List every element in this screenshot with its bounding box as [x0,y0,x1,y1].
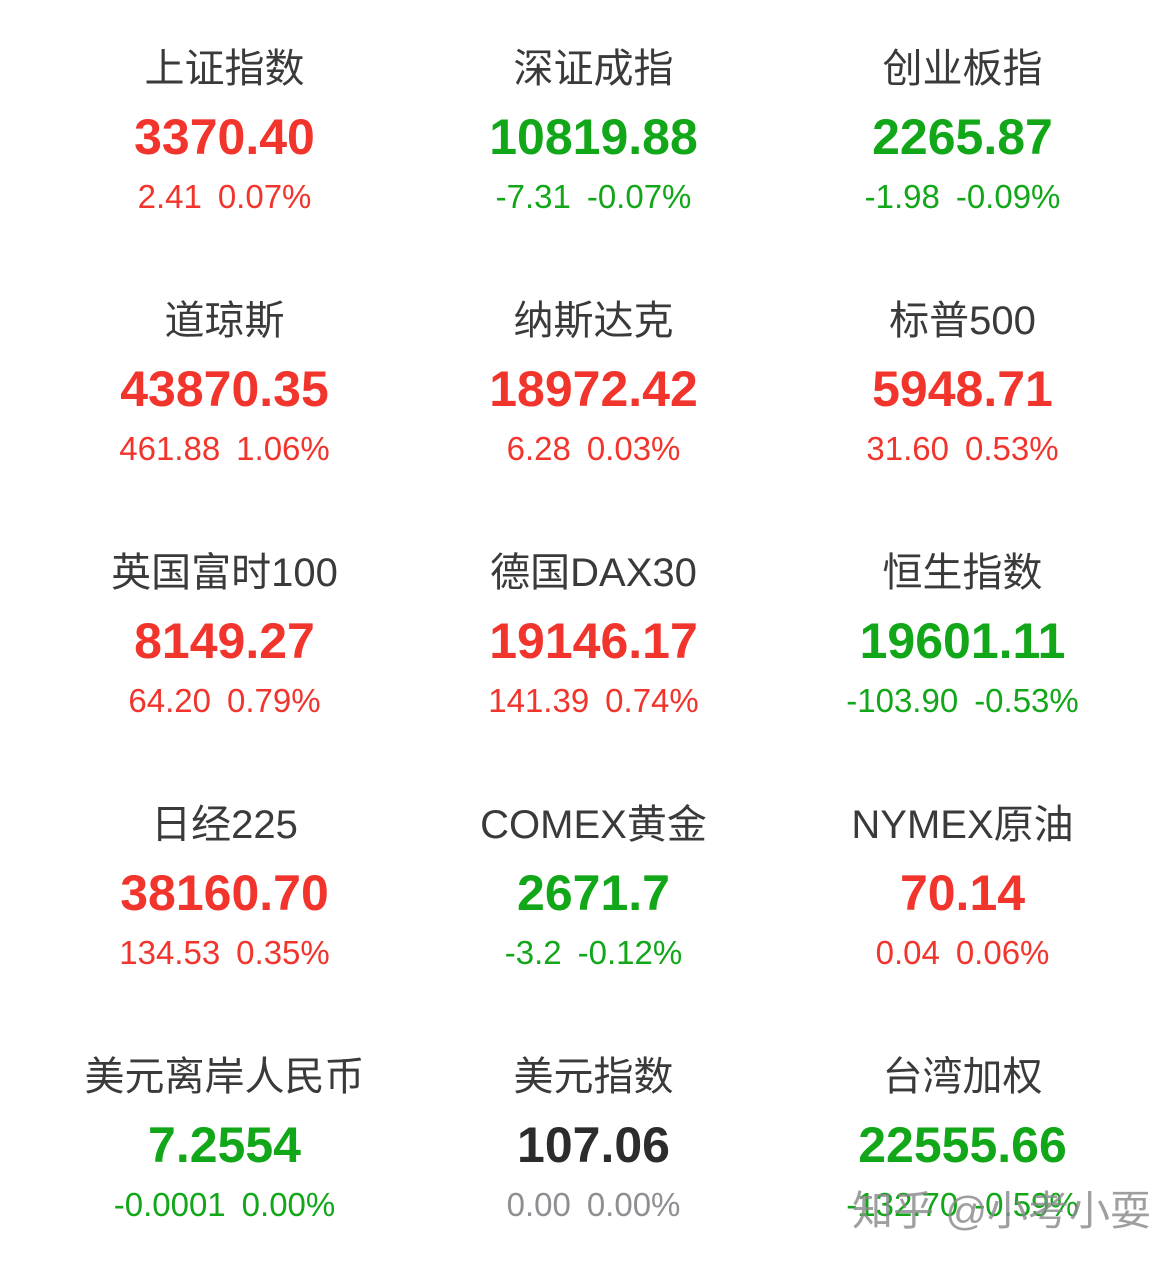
market-card-usd-cnh[interactable]: 美元离岸人民币 7.2554 -0.0001 0.00% [40,1032,409,1284]
change-amount: 6.28 [506,430,571,467]
index-name: 日经225 [151,803,298,847]
change-percent: -0.59% [974,1186,1079,1223]
change-percent: -0.53% [974,682,1079,719]
change-amount: 64.20 [128,682,211,719]
index-change-row: 31.60 0.53% [778,432,1147,465]
market-card-comex-gold[interactable]: COMEX黄金 2671.7 -3.2 -0.12% [409,780,778,1032]
change-amount: -103.90 [846,682,959,719]
change-amount: 141.39 [488,682,590,719]
index-name: 创业板指 [882,47,1043,91]
index-change-row: -3.2 -0.12% [409,936,778,969]
index-value: 8149.27 [134,613,315,669]
change-percent: -0.09% [955,178,1061,215]
index-name: 上证指数 [144,47,305,91]
change-percent: 0.07% [217,178,312,215]
market-card-taiex[interactable]: 台湾加权 22555.66 -132.70 -0.59% [778,1032,1147,1284]
change-amount: 134.53 [119,934,221,971]
index-change-row: 64.20 0.79% [40,684,409,717]
index-value: 19601.11 [859,613,1066,669]
market-card-chinext[interactable]: 创业板指 2265.87 -1.98 -0.09% [778,24,1147,276]
index-change-row: 461.88 1.06% [40,432,409,465]
index-value: 22555.66 [858,1117,1067,1173]
index-name: 美元指数 [513,1055,674,1099]
market-card-sse[interactable]: 上证指数 3370.40 2.41 0.07% [40,24,409,276]
index-change-row: -7.31 -0.07% [409,180,778,213]
index-value: 2265.87 [872,109,1053,165]
market-card-sp500[interactable]: 标普500 5948.71 31.60 0.53% [778,276,1147,528]
change-percent: -0.07% [586,178,692,215]
index-change-row: -0.0001 0.00% [40,1188,409,1221]
change-amount: 461.88 [119,430,221,467]
index-change-row: 0.00 0.00% [409,1188,778,1221]
index-value: 10819.88 [489,109,698,165]
market-card-nymex-crude[interactable]: NYMEX原油 70.14 0.04 0.06% [778,780,1147,1032]
index-name: 标普500 [889,299,1036,343]
change-amount: 2.41 [137,178,202,215]
change-percent: 0.06% [955,934,1050,971]
index-change-row: 134.53 0.35% [40,936,409,969]
index-name: 纳斯达克 [513,299,674,343]
index-value: 70.14 [899,865,1026,921]
change-percent: 0.79% [227,682,321,719]
change-percent: 1.06% [236,430,330,467]
index-change-row: -1.98 -0.09% [778,180,1147,213]
change-percent: 0.00% [586,1186,681,1223]
market-card-nikkei225[interactable]: 日经225 38160.70 134.53 0.35% [40,780,409,1032]
index-value: 107.06 [517,1117,670,1173]
change-amount: -0.0001 [113,1186,226,1223]
change-amount: 31.60 [866,430,949,467]
index-value: 18972.42 [489,361,698,417]
index-change-row: 2.41 0.07% [40,180,409,213]
change-amount: 0.00 [506,1186,571,1223]
index-change-row: 6.28 0.03% [409,432,778,465]
index-change-row: 141.39 0.74% [409,684,778,717]
index-change-row: -132.70 -0.59% [778,1188,1147,1221]
index-value: 5948.71 [872,361,1053,417]
index-name: COMEX黄金 [480,803,707,847]
index-value: 38160.70 [120,865,329,921]
index-value: 43870.35 [120,361,329,417]
market-card-ftse100[interactable]: 英国富时100 8149.27 64.20 0.79% [40,528,409,780]
index-change-row: -103.90 -0.53% [778,684,1147,717]
market-card-nasdaq[interactable]: 纳斯达克 18972.42 6.28 0.03% [409,276,778,528]
index-name: 道琼斯 [164,299,285,343]
change-percent: 0.74% [605,682,699,719]
change-percent: 0.03% [586,430,681,467]
change-percent: 0.00% [241,1186,336,1223]
market-card-dollar-index[interactable]: 美元指数 107.06 0.00 0.00% [409,1032,778,1284]
index-name: 德国DAX30 [490,551,697,595]
index-name: 恒生指数 [882,551,1043,595]
change-amount: -7.31 [495,178,571,215]
market-card-szse[interactable]: 深证成指 10819.88 -7.31 -0.07% [409,24,778,276]
change-amount: -132.70 [846,1186,959,1223]
index-value: 7.2554 [148,1117,301,1173]
change-amount: -3.2 [504,934,562,971]
index-value: 2671.7 [517,865,670,921]
index-value: 19146.17 [489,613,698,669]
change-percent: 0.35% [236,934,330,971]
index-name: 英国富时100 [111,551,338,595]
index-value: 3370.40 [134,109,315,165]
change-amount: -1.98 [864,178,940,215]
market-card-dow-jones[interactable]: 道琼斯 43870.35 461.88 1.06% [40,276,409,528]
market-card-hang-seng[interactable]: 恒生指数 19601.11 -103.90 -0.53% [778,528,1147,780]
index-name: 台湾加权 [882,1055,1043,1099]
market-card-dax30[interactable]: 德国DAX30 19146.17 141.39 0.74% [409,528,778,780]
index-name: 美元离岸人民币 [84,1055,365,1099]
index-name: 深证成指 [513,47,674,91]
change-amount: 0.04 [875,934,940,971]
change-percent: -0.12% [577,934,683,971]
index-name: NYMEX原油 [851,803,1074,847]
change-percent: 0.53% [965,430,1059,467]
index-change-row: 0.04 0.06% [778,936,1147,969]
